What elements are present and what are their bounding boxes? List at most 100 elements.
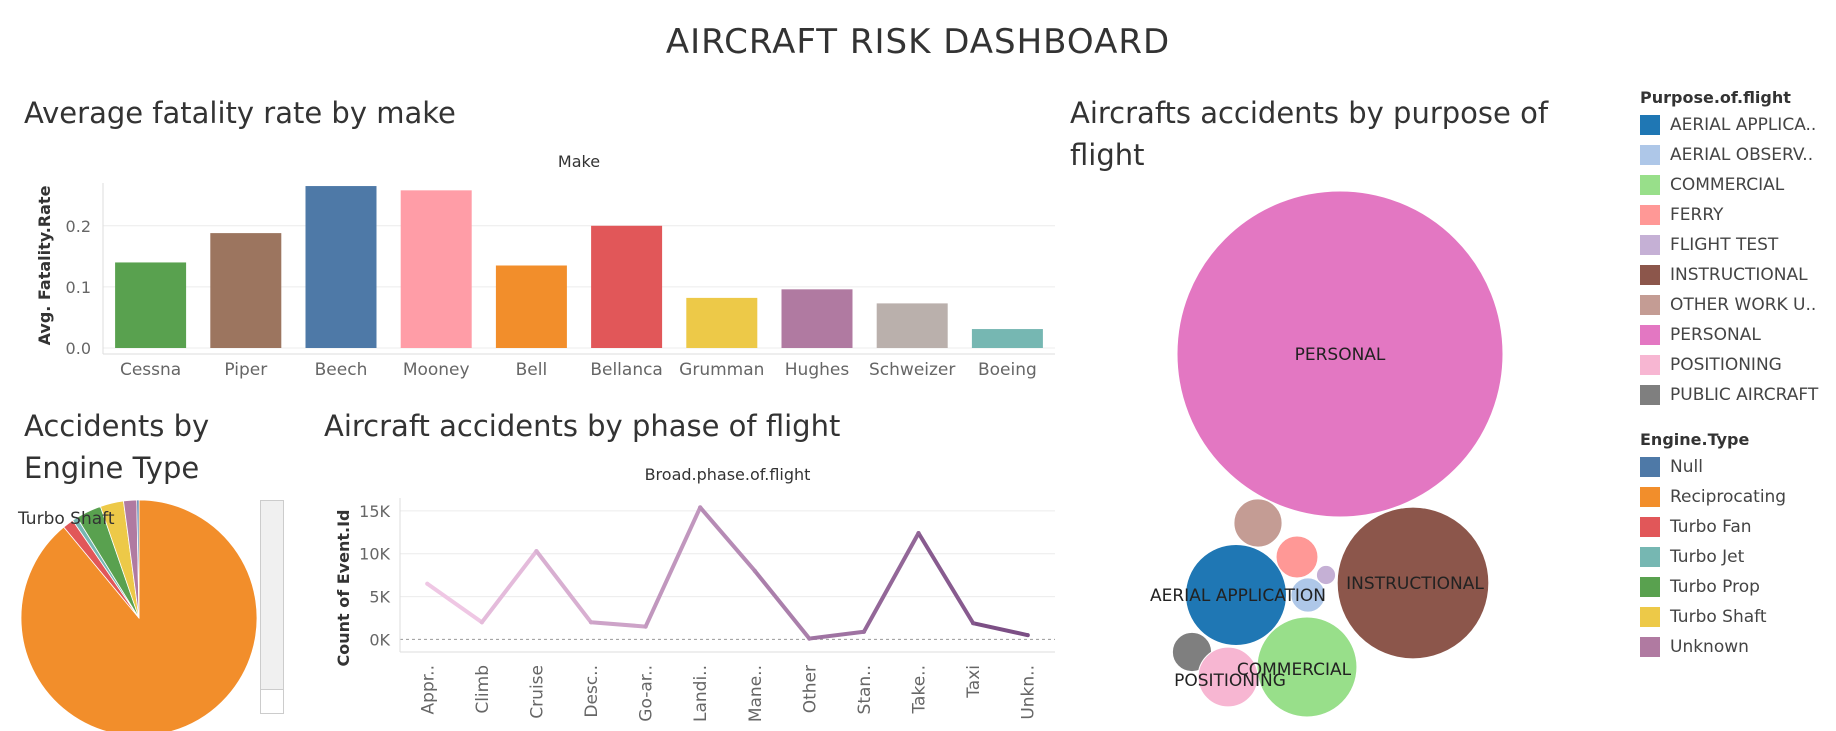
legend-item[interactable]: Unknown (1640, 632, 1786, 662)
legend-item[interactable]: AERIAL APPLICA.. (1640, 110, 1818, 140)
phase-point-6[interactable] (752, 568, 757, 573)
phase-chart-title: Aircraft accidents by phase of flight (324, 409, 841, 443)
legend-swatch (1640, 517, 1660, 537)
phase-line-segment (916, 531, 976, 626)
bubble-positioning[interactable] (1197, 646, 1259, 708)
bar-beech[interactable] (305, 186, 377, 348)
legend-label: AERIAL OBSERV.. (1670, 145, 1814, 165)
bar-cessna[interactable] (115, 262, 187, 348)
pie-scrollbar-thumb[interactable] (261, 689, 283, 713)
bubble-other-work-u-[interactable] (1233, 498, 1283, 548)
bar-mooney[interactable] (400, 190, 472, 348)
bar-x-tick-label: Hughes (785, 360, 850, 380)
phase-point-7[interactable] (807, 636, 812, 641)
line-y-tick-label: 5K (369, 588, 390, 607)
pie-annotation-label: Turbo Shaft (17, 509, 115, 529)
phase-line-segment (479, 549, 539, 625)
bubble-label: AERIAL APPLICATION (1150, 586, 1326, 606)
pie-slice-null[interactable] (136, 499, 140, 619)
phase-line-segment (861, 531, 921, 634)
legend-label: Turbo Jet (1670, 547, 1745, 567)
phase-point-0[interactable] (425, 581, 430, 586)
legend-label: Reciprocating (1670, 487, 1787, 507)
legend-label: OTHER WORK U.. (1670, 295, 1817, 315)
line-x-tick-label: Taxi (964, 665, 984, 699)
bar-boeing[interactable] (971, 329, 1043, 348)
legend-item[interactable]: FERRY (1640, 200, 1818, 230)
line-x-tick-label: Go-ar.. (637, 665, 657, 722)
legend-label: INSTRUCTIONAL (1670, 265, 1808, 285)
line-x-tick-label: Stan.. (855, 665, 875, 714)
legend-item[interactable]: Reciprocating (1640, 482, 1786, 512)
purpose-chart-title-line1: Aircrafts accidents by purpose of (1070, 96, 1549, 130)
legend-item[interactable]: Turbo Fan (1640, 512, 1786, 542)
bar-y-tick-label: 0.0 (66, 339, 91, 358)
legend-item[interactable]: Turbo Prop (1640, 572, 1786, 602)
pie-slice-reciprocating[interactable] (20, 499, 258, 731)
bubble-label: INSTRUCTIONAL (1346, 574, 1484, 594)
legend-item[interactable]: POSITIONING (1640, 350, 1818, 380)
bubble-instructional[interactable] (1336, 506, 1490, 660)
phase-point-8[interactable] (861, 629, 866, 634)
phase-point-10[interactable] (971, 621, 976, 626)
purpose-legend-title: Purpose.of.flight (1640, 88, 1791, 107)
legend-item[interactable]: FLIGHT TEST (1640, 230, 1818, 260)
legend-item[interactable]: Turbo Jet (1640, 542, 1786, 572)
legend-item[interactable]: PUBLIC AIRCRAFT (1640, 380, 1818, 410)
legend-item[interactable]: Turbo Shaft (1640, 602, 1786, 632)
phase-point-11[interactable] (1025, 633, 1030, 638)
bar-bell[interactable] (495, 265, 567, 349)
bar-piper[interactable] (210, 233, 282, 348)
line-y-tick-label: 10K (359, 545, 390, 564)
legend-item[interactable]: OTHER WORK U.. (1640, 290, 1818, 320)
phase-line-chart: Broad.phase.of.flight 0K 5K 10K 15K Count of … (334, 465, 1055, 722)
bubble-aerial-observ-[interactable] (1290, 577, 1326, 613)
phase-point-5[interactable] (698, 505, 703, 510)
bar-y-tick-label: 0.2 (66, 217, 91, 236)
bar-x-tick-label: Cessna (120, 360, 181, 380)
line-y-tick-label: 15K (359, 502, 390, 521)
legend-item[interactable]: COMMERCIAL (1640, 170, 1818, 200)
bubble-aerial-application[interactable] (1185, 544, 1287, 646)
bar-schweizer[interactable] (876, 303, 948, 348)
bubble-commercial[interactable] (1256, 616, 1358, 718)
bar-hughes[interactable] (781, 289, 853, 348)
bubble-personal[interactable] (1176, 190, 1504, 518)
engine-legend: Engine.Type Null Reciprocating Turbo Fan Tu… (1640, 428, 1786, 662)
phase-point-9[interactable] (916, 531, 921, 536)
line-x-tick-label: Cruise (527, 665, 547, 719)
bar-bellanca[interactable] (591, 225, 663, 348)
phase-line-segment (752, 568, 812, 641)
phase-line-segment (971, 621, 1030, 638)
phase-point-2[interactable] (534, 549, 539, 554)
phase-line-segment (807, 629, 866, 641)
line-x-tick-label: Desc.. (582, 665, 602, 718)
legend-label: Null (1670, 457, 1703, 477)
legend-item[interactable]: PERSONAL (1640, 320, 1818, 350)
phase-point-1[interactable] (479, 620, 484, 625)
bar-y-tick-label: 0.1 (66, 278, 91, 297)
bar-grumman[interactable] (686, 297, 758, 348)
legend-item[interactable]: Null (1640, 452, 1786, 482)
legend-swatch (1640, 355, 1660, 375)
phase-point-4[interactable] (643, 624, 648, 629)
legend-item[interactable]: INSTRUCTIONAL (1640, 260, 1818, 290)
legend-label: PERSONAL (1670, 325, 1761, 345)
line-chart-header: Broad.phase.of.flight (645, 465, 811, 484)
bar-x-tick-label: Beech (315, 360, 368, 380)
bubble-flight-test[interactable] (1315, 564, 1337, 586)
bubble-ferry[interactable] (1275, 535, 1319, 579)
bar-x-tick-label: Bell (516, 360, 548, 380)
dashboard-title: AIRCRAFT RISK DASHBOARD (665, 22, 1171, 62)
bar-chart-header: Make (558, 152, 600, 171)
line-y-axis-label: Count of Event.Id (334, 510, 353, 667)
legend-label: FERRY (1670, 205, 1724, 225)
line-x-tick-label: Appr.. (418, 665, 438, 714)
purpose-legend: Purpose.of.flight AERIAL APPLICA.. AERIAL… (1640, 86, 1818, 410)
legend-swatch (1640, 385, 1660, 405)
pie-scrollbar[interactable] (260, 500, 284, 714)
legend-item[interactable]: AERIAL OBSERV.. (1640, 140, 1818, 170)
line-y-tick-label: 0K (369, 630, 390, 649)
phase-point-3[interactable] (589, 620, 594, 625)
line-x-tick-label: Take.. (910, 665, 930, 715)
